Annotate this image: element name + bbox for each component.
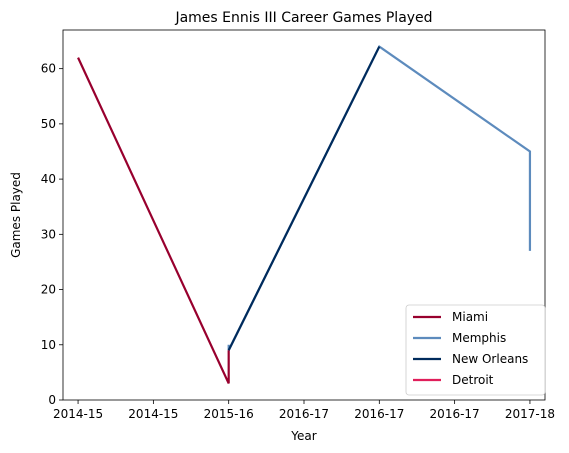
x-tick-label: 2016-17 <box>430 407 480 421</box>
y-tick-label: 40 <box>41 172 56 186</box>
y-tick-label: 0 <box>48 393 56 407</box>
legend-label: New Orleans <box>452 352 528 366</box>
series-lines <box>77 44 532 384</box>
legend-label: Detroit <box>452 373 494 387</box>
y-axis: 0 10 20 30 40 50 60 <box>41 62 63 407</box>
chart-title: James Ennis III Career Games Played <box>174 10 432 26</box>
x-tick-label: 2014-15 <box>128 407 178 421</box>
y-tick-label: 60 <box>41 62 56 76</box>
x-axis-label: Year <box>290 429 316 443</box>
x-tick-label: 2016-17 <box>354 407 404 421</box>
x-tick-label: 2014-15 <box>53 407 103 421</box>
legend-box <box>405 304 546 396</box>
legend-label: Memphis <box>452 331 506 345</box>
y-tick-label: 50 <box>41 117 56 131</box>
series-line-new-orleans <box>227 46 381 351</box>
y-tick-label: 30 <box>41 227 56 241</box>
x-tick-label: 2017-18 <box>505 407 555 421</box>
y-axis-label: Games Played <box>9 172 23 258</box>
legend: Miami Memphis New Orleans Detroit <box>405 304 546 396</box>
y-tick-label: 10 <box>41 338 56 352</box>
x-axis: 2014-15 2014-15 2015-16 2016-17 2016-17 2016-… <box>53 400 555 421</box>
series-line-miami <box>77 57 230 384</box>
x-tick-label: 2016-17 <box>279 407 329 421</box>
x-tick-label: 2015-16 <box>204 407 254 421</box>
y-tick-label: 20 <box>41 283 56 297</box>
legend-label: Miami <box>452 310 488 324</box>
